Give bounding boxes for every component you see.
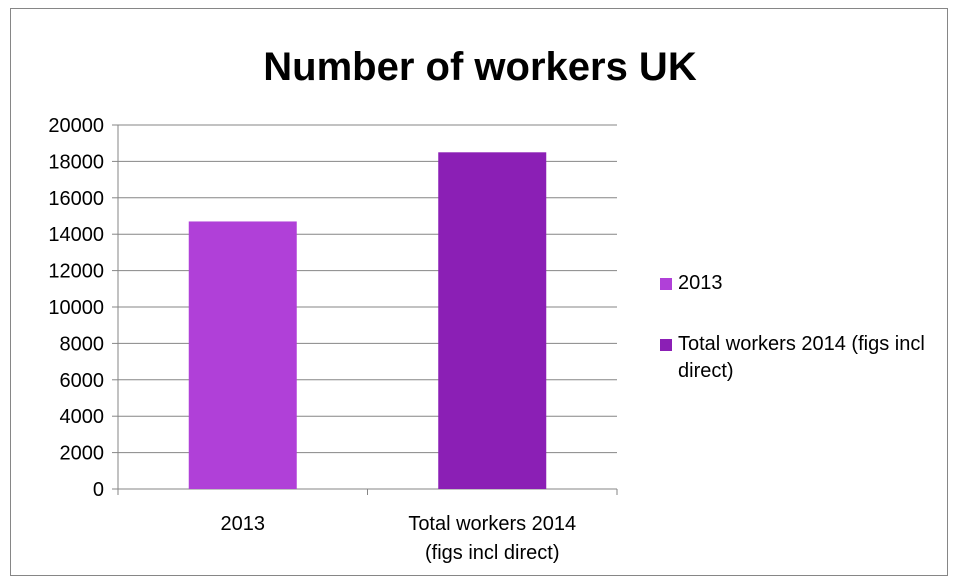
- y-tick-label-18000: 18000: [48, 151, 104, 173]
- legend-label-2013: 2013: [678, 272, 723, 294]
- y-tick-label-20000: 20000: [48, 115, 104, 137]
- y-tick-label-10000: 10000: [48, 297, 104, 319]
- y-tick-label-12000: 12000: [48, 261, 104, 283]
- y-tick-label-16000: 16000: [48, 188, 104, 210]
- bar-1: [188, 221, 297, 489]
- bar-2: [438, 152, 547, 490]
- legend-item-2014: Total workers 2014 (figs incl direct): [660, 331, 940, 385]
- chart-title: Number of workers UK: [263, 45, 697, 89]
- y-tick-label-4000: 4000: [60, 406, 105, 428]
- x-tick-label-2-line-2: (figs incl direct): [425, 542, 559, 564]
- legend-label-2014: Total workers 2014 (figs incl direct): [678, 333, 925, 382]
- y-tick-label-14000: 14000: [48, 224, 104, 246]
- chart-legend: 2013 Total workers 2014 (figs incl direc…: [660, 270, 940, 419]
- x-tick-label-2-line-1: Total workers 2014: [408, 513, 576, 535]
- x-tick-label-1-line-1: 2013: [221, 513, 266, 535]
- y-tick-label-2000: 2000: [60, 443, 105, 465]
- y-tick-label-6000: 6000: [60, 370, 105, 392]
- legend-swatch-2013: [660, 278, 672, 290]
- y-tick-label-0: 0: [93, 479, 104, 501]
- y-tick-label-8000: 8000: [60, 333, 105, 355]
- legend-swatch-2014: [660, 339, 672, 351]
- legend-item-2013: 2013: [660, 270, 940, 297]
